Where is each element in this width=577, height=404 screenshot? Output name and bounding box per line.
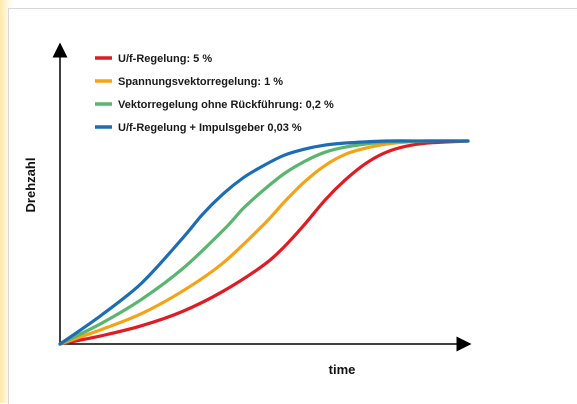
chart-panel (8, 8, 577, 404)
x-axis-label: time (329, 362, 356, 377)
legend: U/f-Regelung: 5 % Spannungsvektorregelung… (95, 53, 334, 134)
axes (52, 42, 472, 352)
series-line-4 (58, 139, 470, 346)
y-axis-label: Drehzahl (23, 158, 38, 213)
series-group (58, 139, 470, 346)
series-line-1 (58, 139, 470, 346)
legend-label-4: U/f-Regelung + Impulsgeber 0,03 % (118, 122, 302, 134)
legend-label-3: Vektorregelung ohne Rückführung: 0,2 % (118, 99, 334, 111)
legend-label-2: Spannungsvektorregelung: 1 % (118, 76, 283, 88)
legend-label-1: U/f-Regelung: 5 % (118, 53, 212, 65)
series-line-3 (58, 139, 470, 346)
